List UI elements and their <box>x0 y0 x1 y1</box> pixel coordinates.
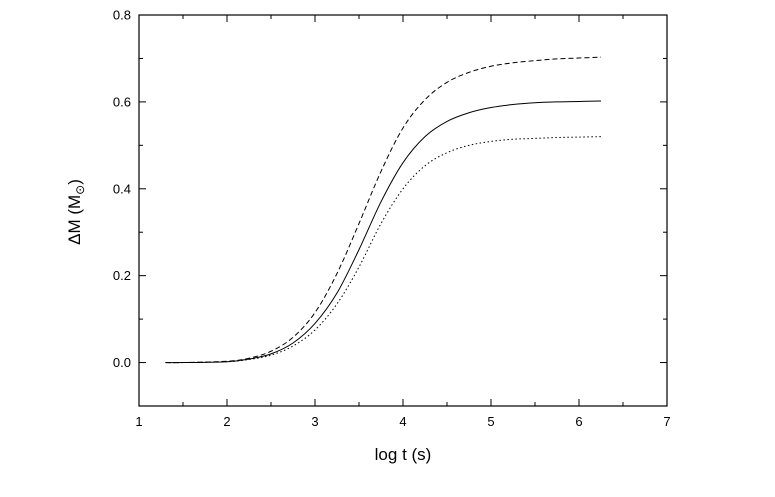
y-tick-label: 0.6 <box>113 94 131 109</box>
x-tick-label: 1 <box>135 414 142 429</box>
x-axis: 1 2 3 4 5 6 7 <box>135 15 671 429</box>
series-line-solid <box>165 100 602 364</box>
y-axis-title-close: ) <box>65 179 84 185</box>
series-layer <box>165 56 602 364</box>
x-tick-label: 2 <box>223 414 230 429</box>
x-tick-label: 6 <box>575 414 582 429</box>
x-tick-label: 7 <box>663 414 670 429</box>
y-tick-label: 0.8 <box>113 8 131 23</box>
y-tick-label: 0.4 <box>113 181 131 196</box>
y-tick-label: 0.2 <box>113 268 131 283</box>
series-line-dashed <box>165 56 602 364</box>
y-axis-title-sub: ⊙ <box>73 185 87 195</box>
y-axis-title-main: ΔM (M <box>65 195 84 245</box>
x-axis-title: log t (s) <box>375 445 432 464</box>
series-line-dotted <box>165 136 602 364</box>
x-tick-label: 4 <box>399 414 406 429</box>
plot-frame <box>138 14 668 407</box>
x-tick-label: 5 <box>487 414 494 429</box>
y-tick-label: 0.0 <box>113 355 131 370</box>
y-axis: 0.0 0.2 0.4 0.6 0.8 <box>113 8 667 407</box>
y-axis-title: ΔM (M⊙) <box>65 179 87 245</box>
x-tick-label: 3 <box>311 414 318 429</box>
